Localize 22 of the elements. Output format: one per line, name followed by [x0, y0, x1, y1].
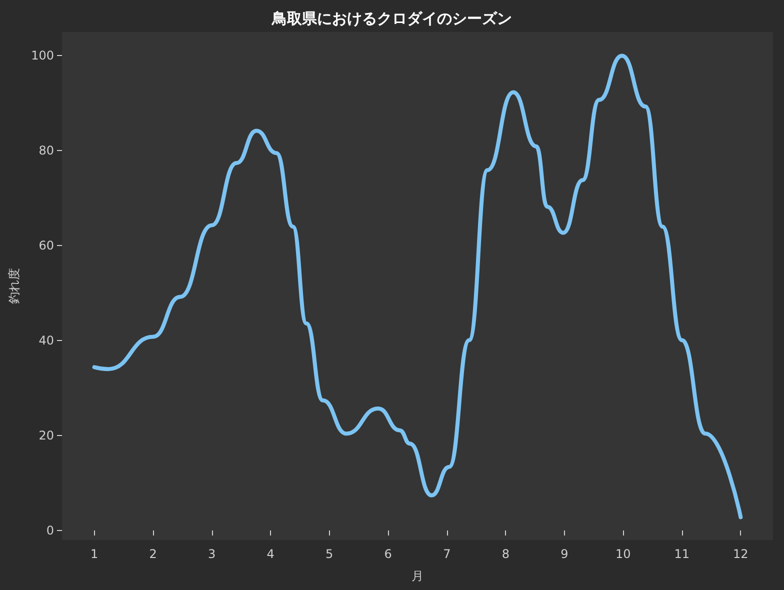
x-tick-label: 1 [90, 547, 98, 561]
y-tick-label: 100 [31, 48, 54, 63]
y-axis-title: 釣れ度 [7, 268, 22, 304]
y-tick-label: 80 [38, 144, 54, 158]
x-tick-label: 11 [674, 547, 690, 561]
x-tick-label: 2 [149, 547, 157, 561]
x-tick-label: 12 [733, 547, 748, 561]
x-tick-label: 10 [616, 547, 631, 561]
chart-title: 鳥取県におけるクロダイのシーズン [271, 10, 512, 28]
x-tick-label: 3 [208, 547, 216, 561]
y-tick-label: 60 [38, 238, 54, 253]
x-tick-label: 8 [502, 547, 510, 561]
x-tick-label: 5 [326, 547, 334, 561]
line-series [92, 54, 743, 520]
x-tick-label: 6 [384, 547, 392, 561]
y-tick-label: 0 [46, 524, 54, 538]
x-tick-label: 9 [560, 547, 568, 561]
x-tick-label: 7 [443, 547, 451, 561]
y-tick-label: 40 [38, 334, 54, 348]
x-axis-title: 月 [412, 569, 424, 583]
y-tick-label: 20 [38, 428, 54, 443]
x-tick-label: 4 [266, 547, 274, 561]
